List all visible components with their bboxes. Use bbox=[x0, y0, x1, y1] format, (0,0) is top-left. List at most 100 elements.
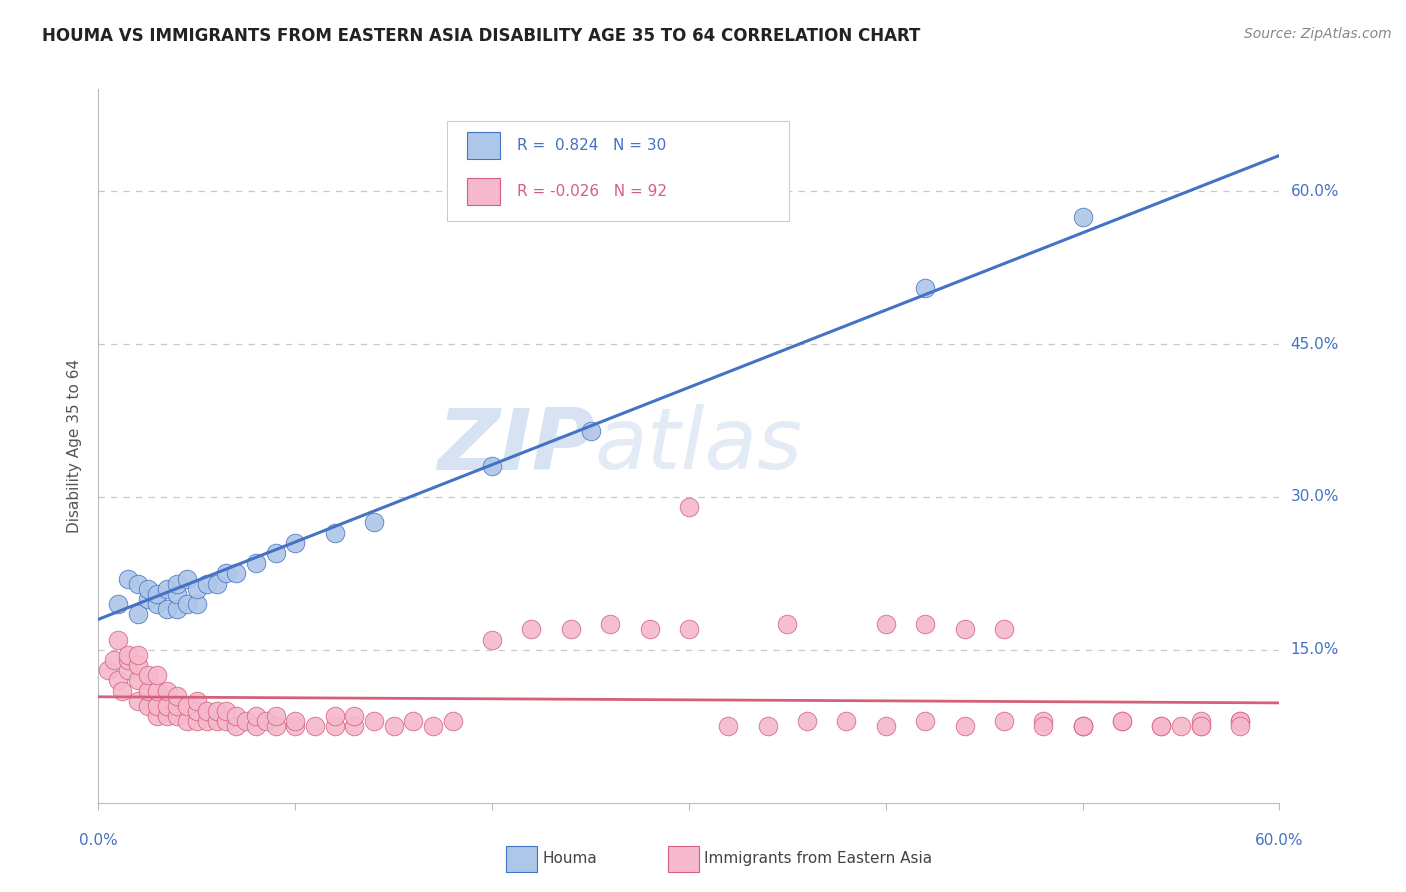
Point bbox=[717, 719, 740, 733]
Point bbox=[382, 719, 405, 733]
Point bbox=[127, 607, 149, 622]
Point bbox=[422, 719, 444, 733]
Point bbox=[343, 709, 366, 723]
Point bbox=[1189, 719, 1212, 733]
Point bbox=[1111, 714, 1133, 729]
Point bbox=[146, 597, 169, 611]
Point bbox=[107, 597, 129, 611]
Point bbox=[176, 597, 198, 611]
Point bbox=[284, 536, 307, 550]
Point bbox=[638, 623, 661, 637]
Point bbox=[97, 663, 120, 677]
Point bbox=[205, 704, 228, 718]
Point bbox=[136, 591, 159, 606]
Point bbox=[195, 576, 218, 591]
Point bbox=[245, 556, 267, 570]
Point bbox=[254, 714, 277, 729]
Point bbox=[953, 623, 976, 637]
Text: Source: ZipAtlas.com: Source: ZipAtlas.com bbox=[1244, 27, 1392, 41]
Point bbox=[875, 719, 897, 733]
Point bbox=[176, 572, 198, 586]
Point bbox=[225, 719, 247, 733]
Point bbox=[127, 694, 149, 708]
Text: Houma: Houma bbox=[543, 852, 598, 866]
Point bbox=[166, 576, 188, 591]
FancyBboxPatch shape bbox=[447, 121, 789, 221]
Point bbox=[1150, 719, 1173, 733]
Text: Immigrants from Eastern Asia: Immigrants from Eastern Asia bbox=[704, 852, 932, 866]
Point bbox=[176, 698, 198, 713]
Point bbox=[136, 698, 159, 713]
Point bbox=[875, 617, 897, 632]
Point bbox=[363, 714, 385, 729]
Point bbox=[146, 587, 169, 601]
Point bbox=[166, 698, 188, 713]
Point bbox=[993, 714, 1015, 729]
Y-axis label: Disability Age 35 to 64: Disability Age 35 to 64 bbox=[67, 359, 83, 533]
Point bbox=[756, 719, 779, 733]
Point bbox=[146, 668, 169, 682]
Point bbox=[156, 683, 179, 698]
Point bbox=[678, 623, 700, 637]
Text: 30.0%: 30.0% bbox=[1291, 490, 1339, 505]
Point bbox=[1111, 714, 1133, 729]
Point bbox=[1229, 719, 1251, 733]
Point bbox=[796, 714, 818, 729]
Point bbox=[481, 459, 503, 474]
Point bbox=[127, 576, 149, 591]
Point bbox=[195, 714, 218, 729]
Point bbox=[264, 546, 287, 560]
Point bbox=[127, 658, 149, 673]
Point bbox=[1071, 719, 1094, 733]
Point bbox=[343, 719, 366, 733]
Text: R =  0.824   N = 30: R = 0.824 N = 30 bbox=[516, 138, 666, 153]
Text: 15.0%: 15.0% bbox=[1291, 642, 1339, 657]
Point bbox=[481, 632, 503, 647]
Point bbox=[835, 714, 858, 729]
Point bbox=[107, 673, 129, 688]
Point bbox=[363, 516, 385, 530]
Point bbox=[127, 673, 149, 688]
Point bbox=[186, 597, 208, 611]
Text: 45.0%: 45.0% bbox=[1291, 336, 1339, 351]
Point bbox=[914, 617, 936, 632]
Point bbox=[117, 648, 139, 662]
Point bbox=[323, 525, 346, 540]
Point bbox=[111, 683, 134, 698]
Point bbox=[186, 582, 208, 596]
Point bbox=[1032, 714, 1054, 729]
Point bbox=[441, 714, 464, 729]
Point bbox=[323, 709, 346, 723]
Point bbox=[560, 623, 582, 637]
Bar bbox=[467, 178, 501, 205]
Point bbox=[156, 602, 179, 616]
Point bbox=[156, 709, 179, 723]
Point bbox=[402, 714, 425, 729]
Point bbox=[993, 623, 1015, 637]
Point bbox=[579, 424, 602, 438]
Point bbox=[186, 694, 208, 708]
Point bbox=[146, 709, 169, 723]
Point bbox=[136, 683, 159, 698]
Text: 0.0%: 0.0% bbox=[79, 833, 118, 848]
Point bbox=[205, 714, 228, 729]
Point bbox=[117, 572, 139, 586]
Point bbox=[264, 719, 287, 733]
Point bbox=[225, 566, 247, 581]
Point bbox=[1189, 714, 1212, 729]
Point bbox=[776, 617, 799, 632]
Point bbox=[914, 714, 936, 729]
Point bbox=[103, 653, 125, 667]
Point bbox=[127, 648, 149, 662]
Bar bbox=[467, 132, 501, 159]
Point bbox=[1170, 719, 1192, 733]
Point bbox=[166, 689, 188, 703]
Point bbox=[215, 566, 238, 581]
Point bbox=[1150, 719, 1173, 733]
Point bbox=[245, 719, 267, 733]
Point bbox=[1071, 210, 1094, 224]
Point bbox=[245, 709, 267, 723]
Point bbox=[520, 623, 543, 637]
Point bbox=[235, 714, 257, 729]
Point bbox=[107, 632, 129, 647]
